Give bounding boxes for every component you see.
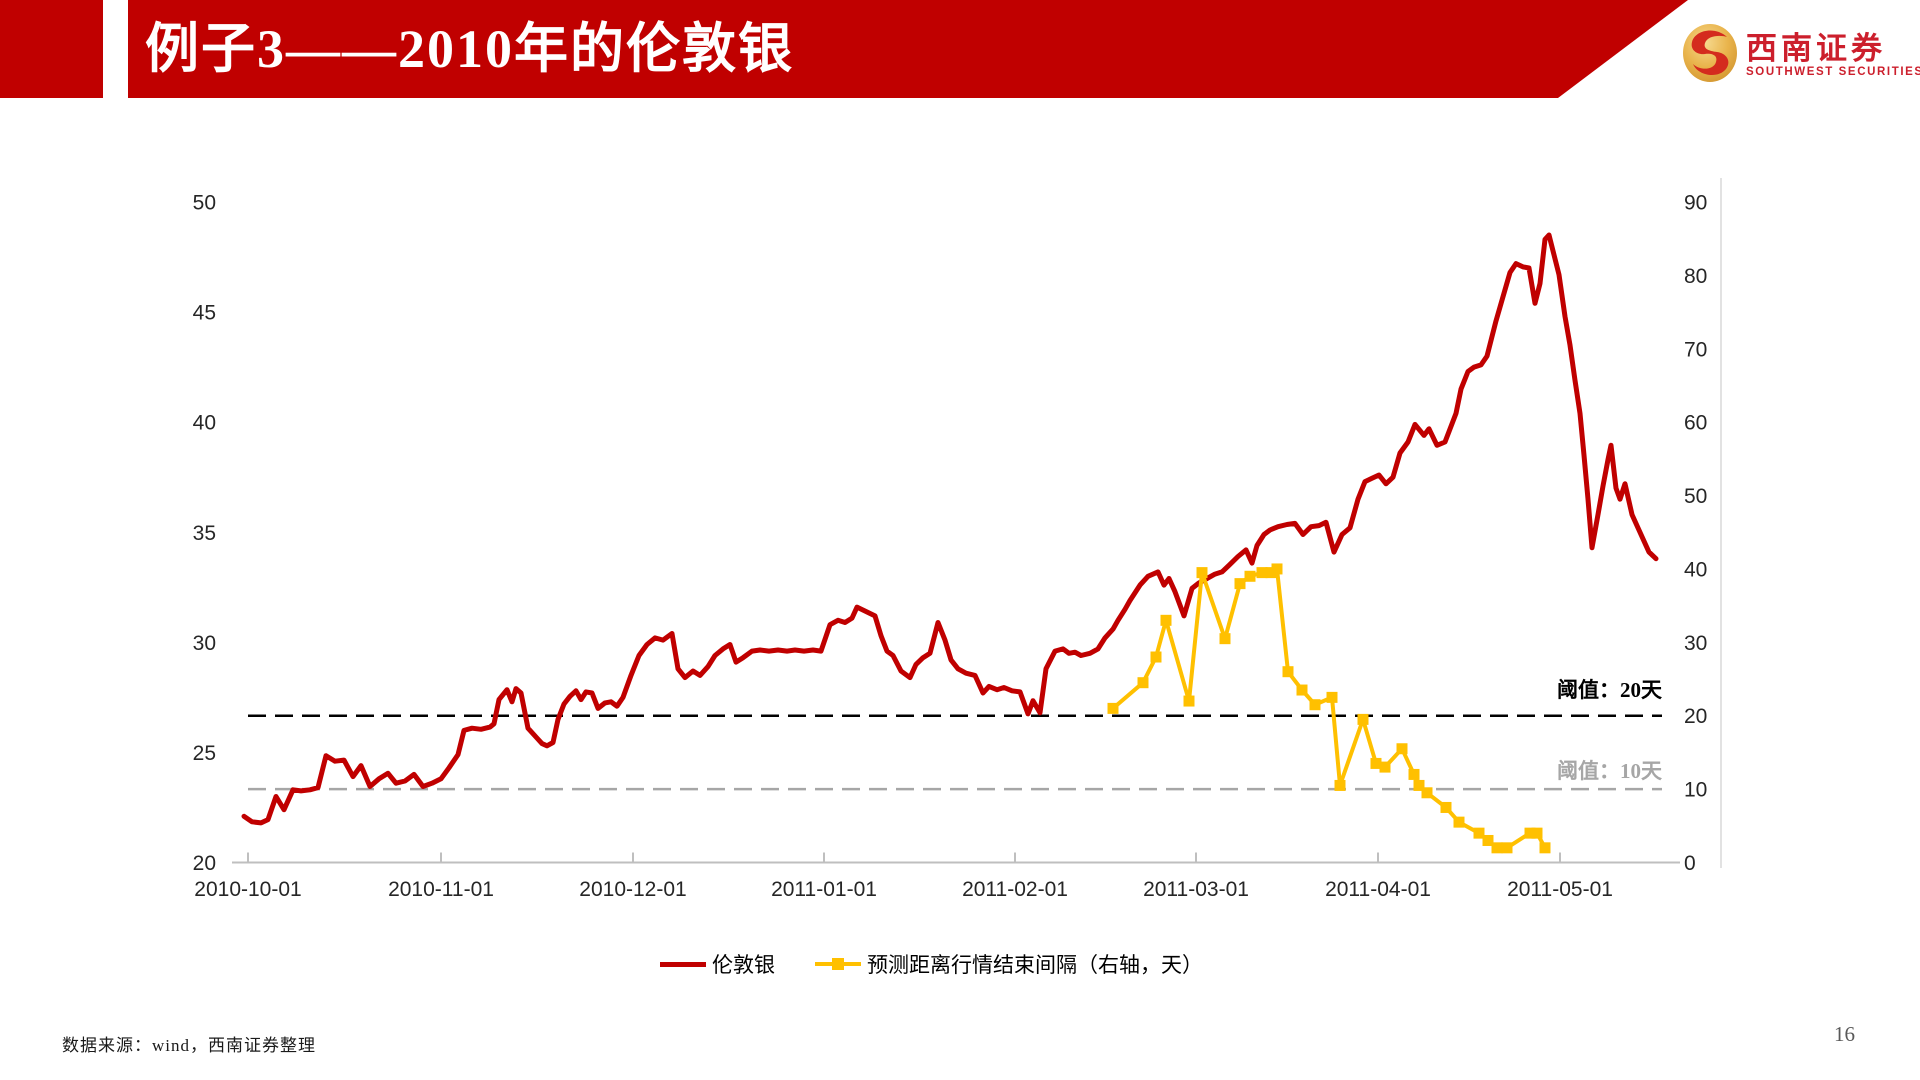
x-tick-label: 2011-02-01 xyxy=(962,878,1068,901)
data-source-note: 数据来源：wind，西南证券整理 xyxy=(62,1036,316,1055)
series-line-forecast xyxy=(1111,566,1547,850)
forecast-marker xyxy=(1265,567,1277,579)
company-logo: 西南证券 SOUTHWEST SECURITIES xyxy=(1682,20,1920,90)
forecast-marker xyxy=(1357,713,1369,725)
left-axis-label: 45 xyxy=(193,302,216,325)
left-axis-label: 20 xyxy=(193,852,216,875)
legend-yellow-line-icon xyxy=(815,958,861,970)
right-axis-label: 80 xyxy=(1684,265,1707,288)
logo-en-text: SOUTHWEST SECURITIES xyxy=(1746,66,1920,78)
left-axis-label: 30 xyxy=(193,632,216,655)
right-axis-label: 0 xyxy=(1684,852,1696,875)
forecast-marker xyxy=(1524,827,1536,839)
right-axis-label: 20 xyxy=(1684,705,1707,728)
legend-red-line-icon xyxy=(660,961,706,967)
forecast-marker xyxy=(1421,787,1433,799)
forecast-marker xyxy=(1271,563,1283,575)
logo-cn-text: 西南证券 xyxy=(1746,31,1886,66)
x-tick-label: 2010-10-01 xyxy=(194,878,301,901)
forecast-marker xyxy=(1296,684,1308,696)
forecast-marker xyxy=(1440,801,1452,813)
forecast-marker xyxy=(1160,614,1172,626)
forecast-marker xyxy=(1219,633,1231,645)
forecast-marker xyxy=(1482,834,1494,846)
forecast-marker xyxy=(1396,743,1408,755)
forecast-marker xyxy=(1137,677,1149,689)
x-tick-label: 2010-12-01 xyxy=(579,878,686,901)
right-axis-label: 60 xyxy=(1684,412,1707,435)
logo-sphere-icon xyxy=(1682,23,1738,88)
forecast-marker xyxy=(1491,842,1503,854)
forecast-marker xyxy=(1501,842,1513,854)
right-axis-label: 70 xyxy=(1684,338,1707,361)
left-axis-label: 50 xyxy=(193,192,216,215)
forecast-marker xyxy=(1234,578,1246,590)
forecast-marker xyxy=(1453,816,1465,828)
forecast-marker xyxy=(1107,702,1119,714)
forecast-marker xyxy=(1256,567,1268,579)
x-tick-label: 2011-03-01 xyxy=(1143,878,1249,901)
threshold-10-label: 阈值：10天 xyxy=(1557,759,1662,783)
right-axis-label: 90 xyxy=(1684,192,1707,215)
threshold-20-label: 阈值：20天 xyxy=(1557,678,1662,702)
x-tick-label: 2011-04-01 xyxy=(1325,878,1431,901)
legend-label-forecast: 预测距离行情结束间隔（右轴，天） xyxy=(867,953,1203,977)
forecast-marker xyxy=(1326,691,1338,703)
title-accent-square xyxy=(0,0,103,98)
forecast-marker xyxy=(1309,699,1321,711)
forecast-marker xyxy=(1370,757,1382,769)
chart-legend: 伦敦银 预测距离行情结束间隔（右轴，天） xyxy=(660,949,1203,979)
x-tick-label: 2011-05-01 xyxy=(1507,878,1613,901)
forecast-marker xyxy=(1282,666,1294,678)
forecast-marker xyxy=(1379,761,1391,773)
right-axis-label: 50 xyxy=(1684,485,1707,508)
forecast-marker xyxy=(1196,567,1208,579)
left-axis-label: 35 xyxy=(193,522,216,545)
forecast-marker xyxy=(1531,827,1543,839)
title-banner: 例子3——2010年的伦敦银 xyxy=(128,0,1688,98)
page-number: 16 xyxy=(1834,1022,1855,1046)
right-axis-label: 30 xyxy=(1684,632,1707,655)
x-tick-label: 2011-01-01 xyxy=(771,878,877,901)
legend-label-silver: 伦敦银 xyxy=(712,953,775,977)
left-axis-label: 40 xyxy=(193,412,216,435)
page-title: 例子3——2010年的伦敦银 xyxy=(145,19,794,79)
forecast-marker xyxy=(1334,779,1346,791)
series-line-silver xyxy=(241,232,1659,826)
forecast-marker xyxy=(1473,827,1485,839)
logo-text: 西南证券 SOUTHWEST SECURITIES xyxy=(1746,31,1920,79)
forecast-marker xyxy=(1150,651,1162,663)
right-axis-label: 40 xyxy=(1684,558,1707,581)
forecast-marker xyxy=(1244,570,1256,582)
forecast-marker xyxy=(1539,842,1551,854)
forecast-marker xyxy=(1408,768,1420,780)
left-axis-label: 25 xyxy=(193,742,216,765)
x-tick-label: 2010-11-01 xyxy=(388,878,494,901)
forecast-marker xyxy=(1183,695,1195,707)
forecast-marker xyxy=(1413,779,1425,791)
right-axis-label: 10 xyxy=(1684,779,1707,802)
